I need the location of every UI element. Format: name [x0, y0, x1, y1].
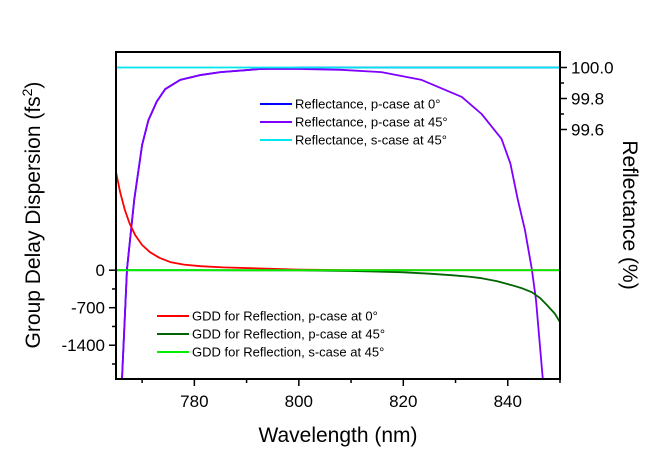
plot-frame [115, 51, 561, 380]
x-tick-label: 840 [494, 392, 522, 411]
legend-item: Reflectance, p-case at 0° [260, 97, 440, 112]
y-right-tick-label: 99.6 [571, 120, 604, 139]
series-line-3 [116, 171, 560, 272]
y-axis-left-title-main: Group Delay Dispersion (fs [22, 96, 45, 348]
legend-item: Reflectance, p-case at 45° [260, 115, 448, 130]
x-tick-label: 800 [285, 392, 313, 411]
y-axis-left-title-end: ) [22, 82, 45, 89]
legend-item: Reflectance, s-case at 45° [260, 133, 447, 148]
y-axis-left: 0 -700 -1400 [62, 261, 116, 365]
y-left-tick-label: -700 [71, 299, 105, 318]
x-tick-label: 820 [389, 392, 417, 411]
y-axis-left-title-sup: 2 [19, 88, 35, 96]
legend-label: Reflectance, p-case at 0° [295, 97, 440, 112]
series-line-1 [121, 68, 544, 379]
legend-label: Reflectance, p-case at 45° [295, 115, 448, 130]
y-left-tick-label: 0 [96, 261, 105, 280]
y-axis-left-title: Group Delay Dispersion (fs2) [19, 82, 45, 349]
x-axis: 780 800 820 840 [141, 379, 561, 411]
legend-label: Reflectance, s-case at 45° [295, 133, 447, 148]
y-right-tick-label: 100.0 [571, 58, 614, 77]
y-axis-right: 100.0 99.8 99.6 [560, 58, 614, 139]
legend-reflectance: Reflectance, p-case at 0° Reflectance, p-… [260, 97, 448, 148]
legend-item: GDD for Reflection, p-case at 0° [157, 309, 378, 324]
x-axis-title: Wavelength (nm) [258, 424, 417, 447]
legend-item: GDD for Reflection, s-case at 45° [157, 345, 384, 360]
legend-gdd: GDD for Reflection, p-case at 0° GDD for … [157, 309, 385, 360]
y-right-tick-label: 99.8 [571, 89, 604, 108]
y-axis-right-title: Reflectance (%) [618, 140, 641, 289]
legend-item: GDD for Reflection, p-case at 45° [157, 327, 385, 342]
x-tick-label: 780 [180, 392, 208, 411]
y-left-tick-label: -1400 [62, 336, 105, 355]
legend-label: GDD for Reflection, p-case at 45° [192, 327, 385, 342]
legend-label: GDD for Reflection, p-case at 0° [192, 309, 378, 324]
plot-lines [116, 66, 560, 379]
legend-label: GDD for Reflection, s-case at 45° [192, 345, 384, 360]
